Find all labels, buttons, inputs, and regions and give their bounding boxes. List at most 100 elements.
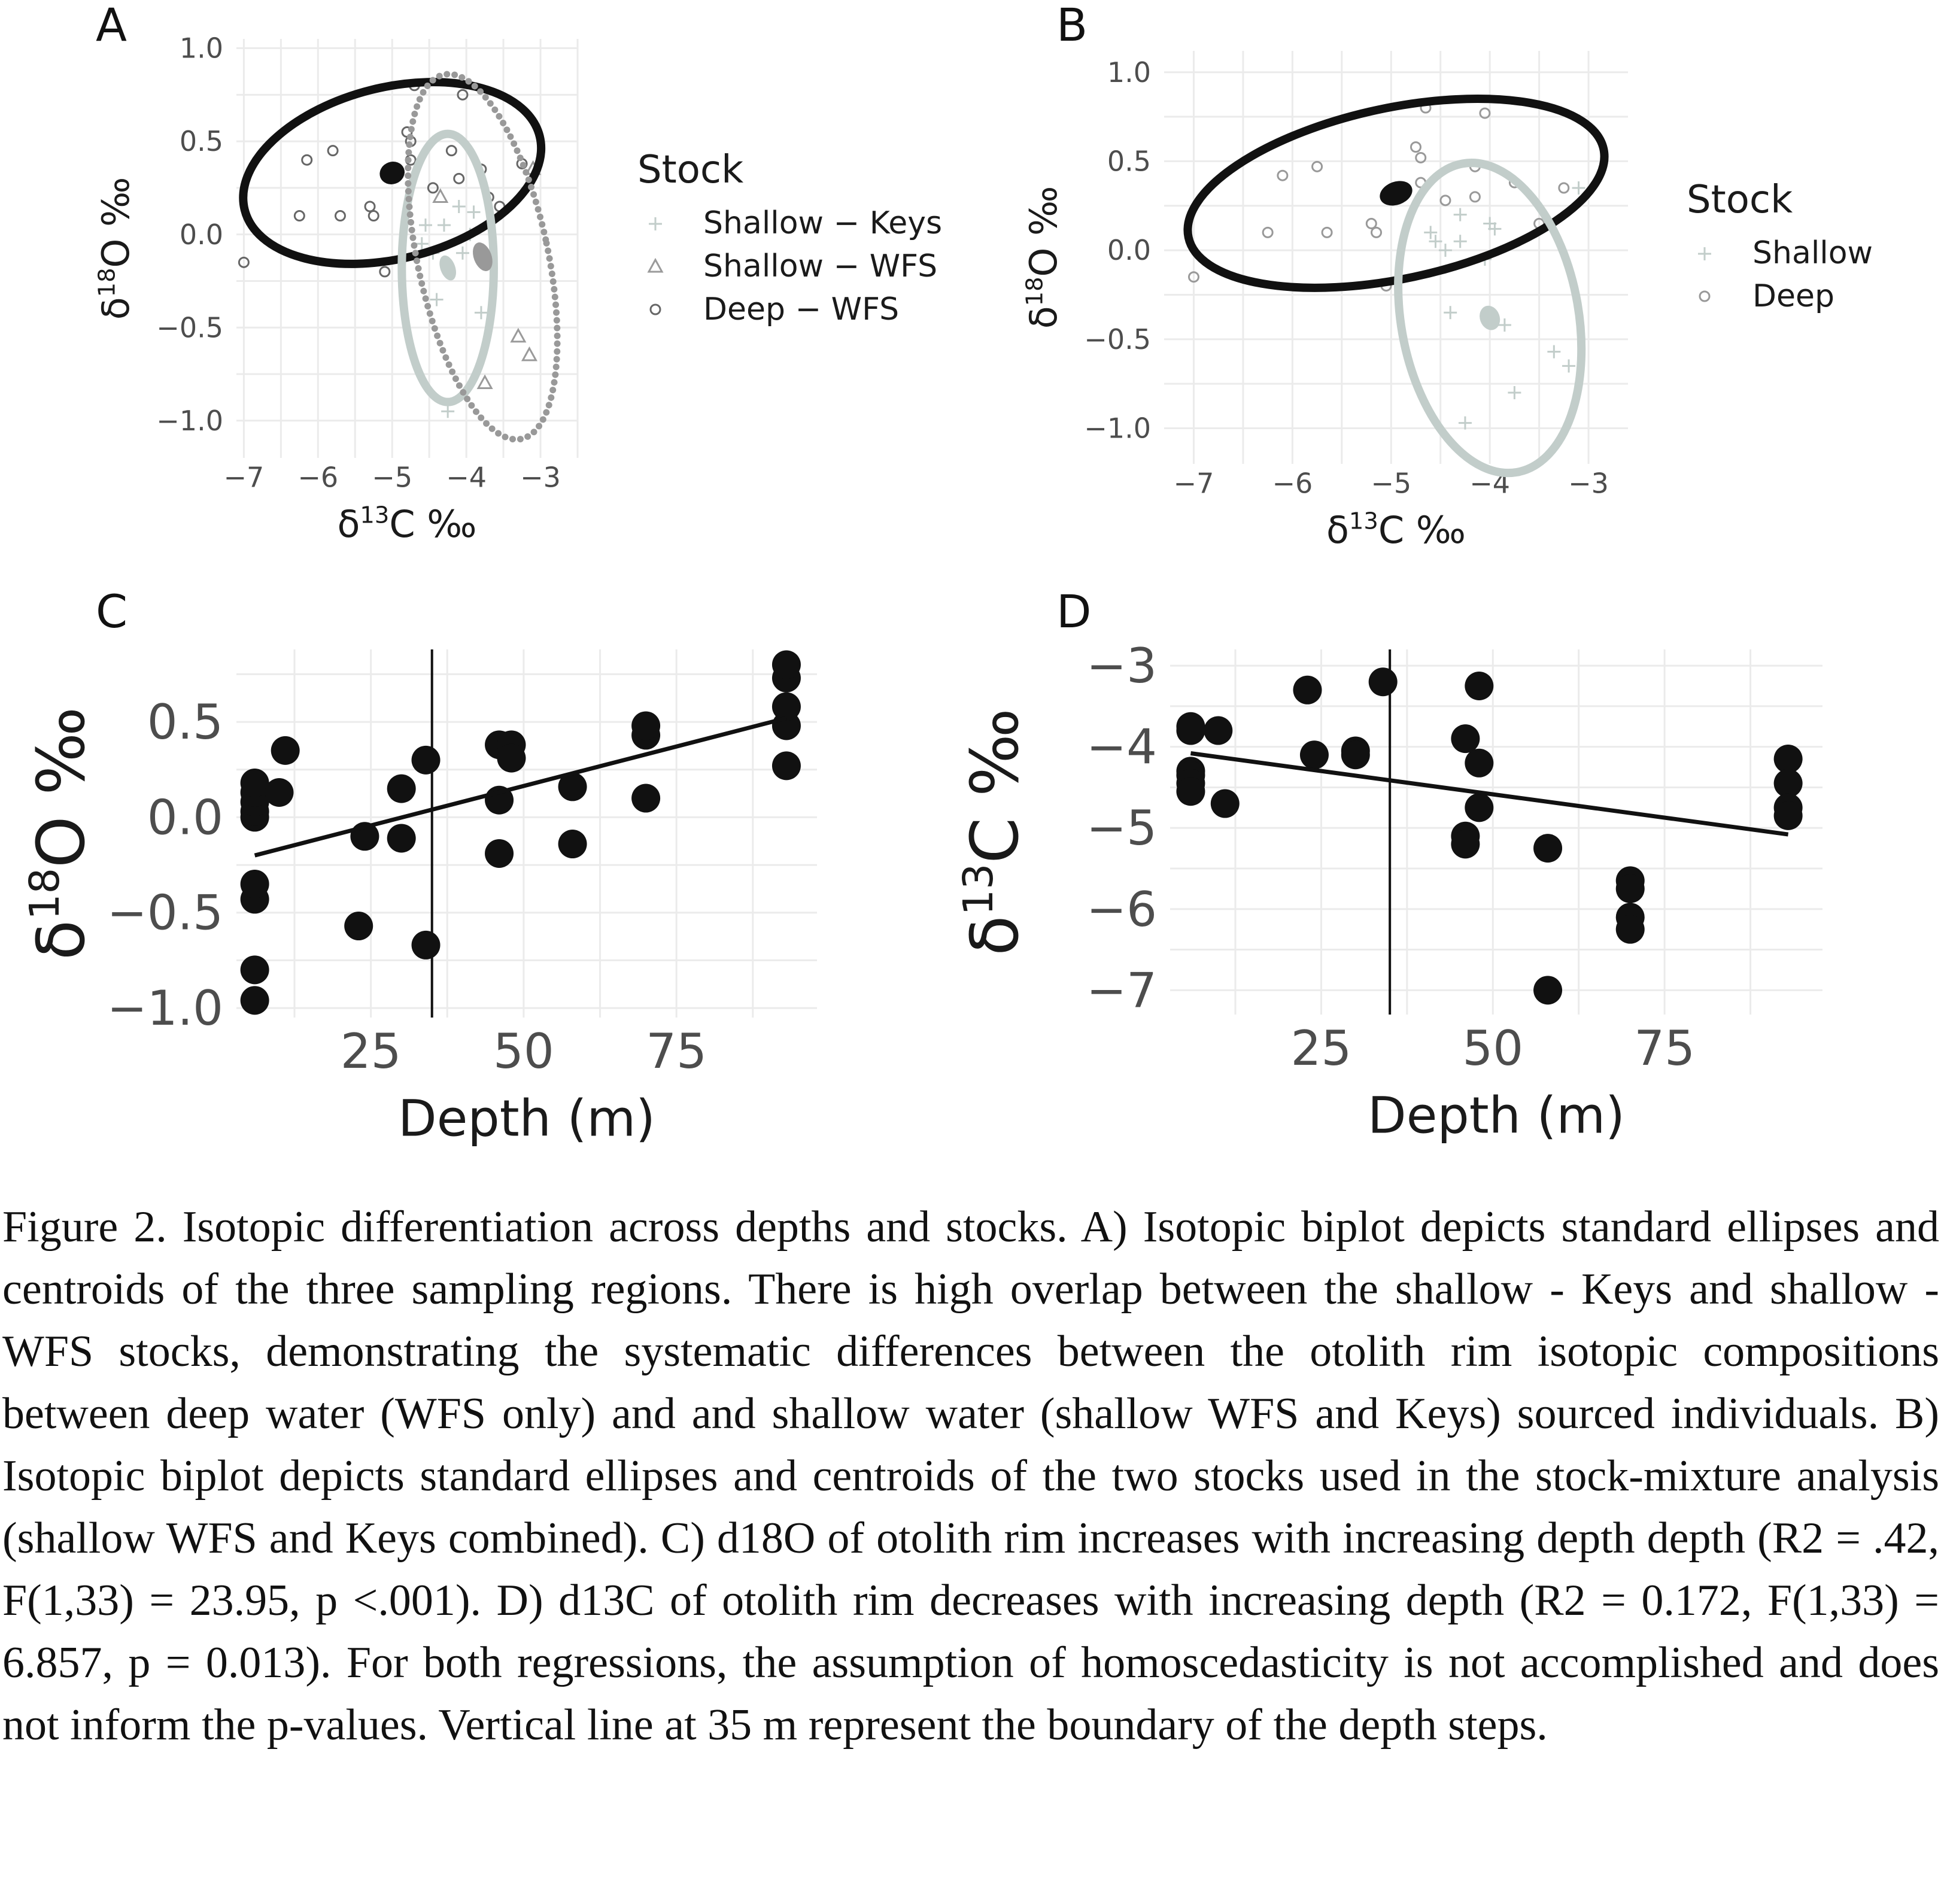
- standard-ellipse-shallow-keys: [397, 129, 498, 406]
- data-point-circle: [1277, 169, 1289, 181]
- data-point-plus: [1424, 226, 1438, 239]
- data-point: [1451, 724, 1480, 754]
- data-point: [1451, 830, 1480, 859]
- x-tick-label: −7: [223, 461, 264, 493]
- centroid-shallow-keys: [439, 255, 456, 281]
- data-point: [558, 772, 587, 801]
- data-point: [1615, 915, 1645, 944]
- y-tick-label: −0.5: [1084, 323, 1151, 356]
- legend-label: Deep: [1752, 278, 1834, 314]
- panel-letter-a: A: [96, 0, 127, 51]
- legend-label: Shallow: [1752, 235, 1873, 271]
- legend-key-triangle: [647, 257, 664, 273]
- data-point: [1773, 801, 1803, 830]
- data-point-circle: [427, 182, 439, 194]
- data-point-plus: [1438, 244, 1452, 257]
- y-axis-title: δ13C ‰: [955, 708, 1033, 955]
- data-point-plus: [455, 246, 469, 260]
- x-tick-label: −6: [297, 461, 338, 493]
- data-point: [1299, 740, 1329, 770]
- y-tick-label: −1.0: [107, 980, 223, 1036]
- y-tick-label: −1.0: [1084, 412, 1151, 445]
- data-point-plus: [1498, 318, 1511, 332]
- data-point-circle: [1262, 226, 1274, 238]
- legend-key-circle: [1699, 290, 1711, 302]
- y-tick-label: 0.5: [1107, 145, 1151, 177]
- panel-c: C 25 50 75 −1.0 −0.5 0.0 0.5 Depth (m) δ18O ‰: [22, 585, 817, 1147]
- data-point: [1465, 748, 1494, 778]
- data-point: [1210, 789, 1240, 818]
- x-axis-title: Depth (m): [398, 1089, 655, 1147]
- legend: Stock Shallow − Keys Shallow − WFS Deep − W…: [637, 148, 942, 327]
- legend-label: Shallow − WFS: [703, 248, 937, 284]
- y-tick-label: 0.5: [180, 125, 223, 157]
- y-axis-title: δ18O ‰: [1021, 186, 1065, 329]
- x-axis-title: Depth (m): [1368, 1086, 1625, 1144]
- data-point-plus: [1453, 235, 1467, 248]
- standard-ellipse-deep-wfs: [239, 78, 546, 268]
- x-tick-label: −7: [1174, 467, 1214, 499]
- panel-letter-b: B: [1056, 0, 1088, 51]
- y-tick-label: 1.0: [180, 32, 223, 65]
- data-point-plus: [467, 205, 481, 219]
- data-point-triangle: [510, 327, 527, 343]
- data-point: [344, 912, 373, 941]
- data-point-plus: [1453, 208, 1467, 221]
- data-point: [1293, 675, 1322, 704]
- x-tick-label: 50: [1462, 1021, 1523, 1076]
- data-point-circle: [1439, 195, 1451, 207]
- x-axis-title: δ13C ‰: [1326, 508, 1466, 552]
- data-point: [1465, 672, 1494, 700]
- data-point: [411, 930, 441, 959]
- legend-title: Stock: [1687, 178, 1793, 222]
- data-point: [1341, 740, 1370, 770]
- legend-key-circle: [649, 303, 661, 315]
- y-tick-label: 1.0: [1107, 56, 1151, 89]
- data-point: [387, 774, 416, 803]
- data-point-plus: [474, 306, 488, 320]
- x-tick-label: −5: [372, 461, 412, 493]
- x-tick-label: 75: [1634, 1021, 1695, 1076]
- data-point-plus: [1444, 306, 1457, 320]
- data-point-plus: [1429, 235, 1442, 248]
- data-point: [1176, 716, 1205, 745]
- y-tick-label: −6: [1086, 882, 1157, 937]
- x-tick-label: −5: [1371, 467, 1411, 499]
- data-point: [271, 736, 300, 765]
- data-point-triangle: [476, 374, 493, 390]
- x-tick-label: 50: [493, 1024, 554, 1079]
- data-point-circle: [445, 145, 457, 157]
- data-point-plus: [1547, 345, 1561, 359]
- data-point-circle: [1558, 182, 1570, 194]
- data-point-circle: [1410, 141, 1421, 153]
- centroid-shallow: [1480, 305, 1500, 330]
- x-axis-title: δ13C ‰: [337, 502, 476, 546]
- data-point-circle: [1415, 151, 1427, 163]
- data-point-plus: [1562, 359, 1576, 373]
- data-point-plus: [1488, 222, 1502, 236]
- data-point-circle: [293, 210, 305, 222]
- data-point-circle: [364, 201, 376, 212]
- data-point: [265, 778, 294, 807]
- x-tick-label: 75: [646, 1024, 707, 1079]
- y-tick-label: 0.0: [1107, 234, 1151, 266]
- data-point: [1204, 716, 1233, 745]
- x-tick-label: 25: [1291, 1021, 1352, 1076]
- y-axis-title: δ18O ‰: [93, 177, 138, 320]
- data-point: [1773, 769, 1803, 798]
- data-point: [771, 751, 801, 781]
- y-tick-label: 0.5: [147, 694, 223, 750]
- data-point: [1465, 793, 1494, 822]
- data-point: [558, 830, 587, 859]
- y-tick-label: −0.5: [156, 311, 223, 344]
- data-point-circle: [301, 154, 313, 166]
- data-points: [1176, 667, 1803, 1005]
- panel-letter-d: D: [1056, 585, 1092, 638]
- data-point: [485, 839, 514, 868]
- data-point: [387, 824, 416, 853]
- data-point-circle: [1187, 271, 1199, 283]
- data-point-plus: [1458, 416, 1472, 430]
- data-point-circle: [334, 210, 346, 222]
- data-point-circle: [1371, 226, 1383, 238]
- data-point-plus: [437, 218, 451, 232]
